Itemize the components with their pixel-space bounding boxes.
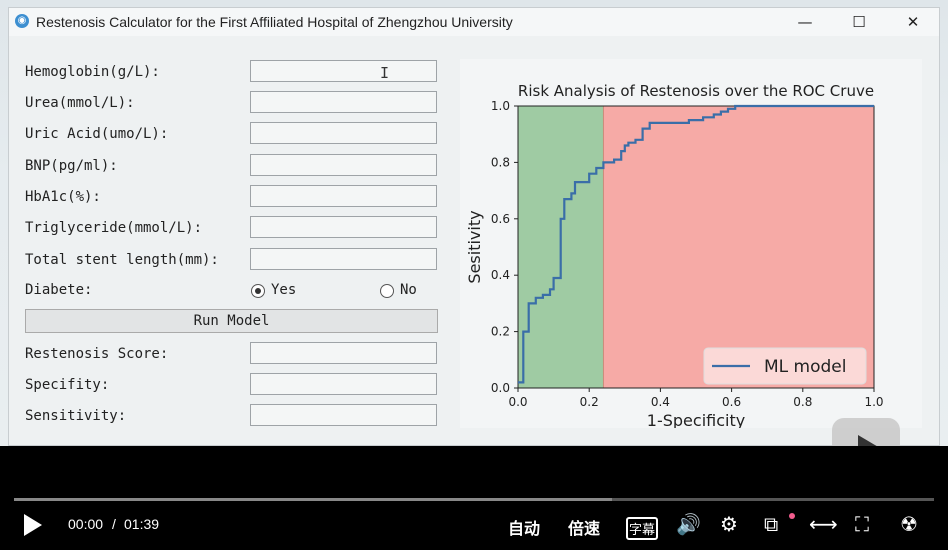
hemoglobin-label: Hemoglobin(g/L): bbox=[25, 64, 160, 80]
specifity-output[interactable] bbox=[250, 373, 437, 395]
progress-bar[interactable] bbox=[14, 498, 934, 501]
sensitivity-label: Sensitivity: bbox=[25, 408, 127, 424]
uric-acid-input[interactable] bbox=[250, 122, 437, 144]
y-tick-label: 0.0 bbox=[491, 381, 510, 395]
y-axis-label: Sesitivity bbox=[465, 210, 484, 283]
bnp-input[interactable] bbox=[250, 154, 437, 176]
uric-acid-label: Uric Acid(umo/L): bbox=[25, 126, 169, 142]
x-axis-label: 1-Specificity bbox=[647, 411, 745, 428]
text-cursor-icon: I bbox=[380, 64, 390, 82]
app-window: ◉ Restenosis Calculator for the First Af… bbox=[8, 7, 940, 446]
window-title: Restenosis Calculator for the First Affi… bbox=[36, 14, 513, 30]
title-bar: ◉ Restenosis Calculator for the First Af… bbox=[9, 8, 939, 36]
urea-label: Urea(mmol/L): bbox=[25, 95, 135, 111]
minimize-button[interactable]: — bbox=[797, 13, 813, 31]
picture-in-picture-icon[interactable]: ⧉ bbox=[764, 512, 779, 536]
danmaku-icon[interactable]: ☢ bbox=[900, 512, 918, 536]
stent-length-label: Total stent length(mm): bbox=[25, 252, 219, 268]
fullscreen-icon[interactable]: ⛶ bbox=[855, 512, 869, 536]
hba1c-input[interactable] bbox=[250, 185, 437, 207]
specifity-label: Specifity: bbox=[25, 377, 110, 393]
roc-chart: 0.0 0.2 0.4 0.6 0.8 1.0 0.0 0.2 0.4 0.6 0.8 1.0 Risk… bbox=[465, 82, 884, 428]
y-tick-label: 1.0 bbox=[491, 99, 510, 113]
diabete-yes-label[interactable]: Yes bbox=[271, 282, 297, 298]
volume-icon[interactable]: 🔊 bbox=[676, 512, 701, 536]
chart-title: Risk Analysis of Restenosis over the ROC… bbox=[518, 82, 874, 100]
legend-label: ML model bbox=[764, 357, 846, 377]
sensitivity-output[interactable] bbox=[250, 404, 437, 426]
close-button[interactable]: ✕ bbox=[906, 13, 920, 31]
current-time: 00:00 bbox=[68, 516, 104, 532]
legend-box bbox=[703, 347, 867, 385]
urea-input[interactable] bbox=[250, 91, 437, 113]
quality-button[interactable]: 自动 bbox=[508, 519, 541, 538]
y-tick-label: 0.4 bbox=[491, 268, 510, 282]
roc-region-1 bbox=[603, 106, 874, 388]
subtitle-icon[interactable]: 字幕 bbox=[626, 517, 659, 540]
diabete-no-radio[interactable] bbox=[380, 284, 394, 298]
bnp-label: BNP(pg/ml): bbox=[25, 158, 118, 174]
x-tick-label: 1.0 bbox=[864, 395, 883, 409]
play-icon[interactable] bbox=[24, 514, 42, 536]
video-frame: ◉ Restenosis Calculator for the First Af… bbox=[0, 0, 948, 446]
y-tick-label: 0.6 bbox=[491, 212, 510, 226]
app-icon: ◉ bbox=[15, 14, 29, 28]
hba1c-label: HbA1c(%): bbox=[25, 189, 101, 205]
x-tick-label: 0.8 bbox=[793, 395, 812, 409]
video-controls: 00:00 / 01:39 自动 倍速 字幕 🔊 ⚙ ⧉ ⟷ ⛶ ☢ bbox=[0, 446, 948, 550]
speed-button[interactable]: 倍速 bbox=[568, 519, 601, 538]
roc-plot-panel: 0.0 0.2 0.4 0.6 0.8 1.0 0.0 0.2 0.4 0.6 0.8 1.0 Risk… bbox=[460, 59, 922, 428]
diabete-label: Diabete: bbox=[25, 282, 93, 298]
triglyceride-label: Triglyceride(mmol/L): bbox=[25, 220, 203, 236]
diabete-yes-radio[interactable] bbox=[251, 284, 265, 298]
roc-curve-line bbox=[518, 104, 874, 384]
y-tick-label: 0.8 bbox=[491, 155, 510, 169]
notification-dot bbox=[789, 513, 795, 519]
restenosis-score-output[interactable] bbox=[250, 342, 437, 364]
restenosis-score-label: Restenosis Score: bbox=[25, 346, 169, 362]
x-tick-label: 0.0 bbox=[508, 395, 527, 409]
x-tick-label: 0.6 bbox=[722, 395, 741, 409]
maximize-button[interactable]: ☐ bbox=[852, 13, 866, 31]
diabete-no-label[interactable]: No bbox=[400, 282, 417, 298]
plot-frame bbox=[517, 105, 875, 389]
x-tick-label: 0.4 bbox=[651, 395, 670, 409]
stent-length-input[interactable] bbox=[250, 248, 437, 270]
settings-gear-icon[interactable]: ⚙ bbox=[720, 512, 738, 536]
time-separator: / bbox=[112, 516, 116, 532]
y-tick-label: 0.2 bbox=[491, 325, 510, 339]
hemoglobin-input[interactable] bbox=[250, 60, 437, 82]
widescreen-icon[interactable]: ⟷ bbox=[809, 512, 838, 536]
duration: 01:39 bbox=[124, 516, 160, 532]
triglyceride-input[interactable] bbox=[250, 216, 437, 238]
run-model-button[interactable]: Run Model bbox=[25, 309, 438, 333]
progress-buffered bbox=[14, 498, 612, 501]
x-tick-label: 0.2 bbox=[580, 395, 599, 409]
